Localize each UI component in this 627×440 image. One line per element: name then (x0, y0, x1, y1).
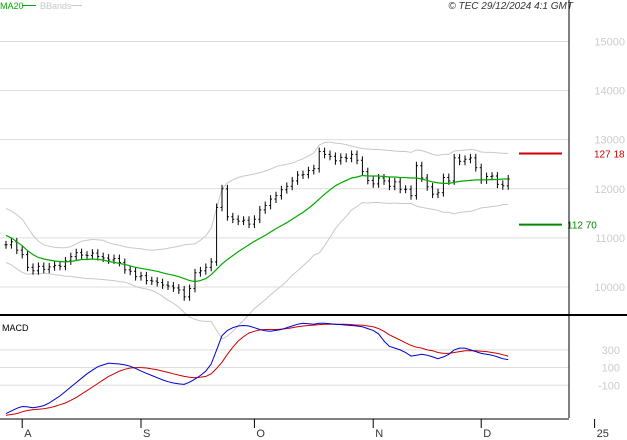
y-tick-label: 12000 (594, 184, 625, 196)
resistance-level-label: 127 18 (594, 150, 625, 161)
macd-lines (5, 322, 509, 416)
macd-label: MACD (2, 323, 29, 333)
legend-ma20: MA20 (0, 1, 24, 11)
x-tick-label: N (375, 428, 383, 440)
ma20-line-group (5, 174, 509, 283)
x-axis-ticks: A S O N D 25 (21, 419, 609, 440)
x-tick-label: O (256, 428, 265, 440)
x-tick-label: D (483, 428, 491, 440)
y-tick-label: 14000 (594, 86, 625, 98)
legend-bbands: BBands (40, 1, 72, 11)
y-tick-label: 10000 (594, 282, 625, 294)
y-tick-label: 13000 (594, 135, 625, 147)
x-tick-label: A (24, 428, 32, 440)
macd-y-tick-label: 100 (602, 363, 620, 375)
ma20-line (5, 174, 509, 283)
x-tick-label: S (143, 428, 150, 440)
support-level-label: 112 70 (567, 221, 597, 232)
copyright-text: © TEC 29/12/2024 4:1 GMT (448, 1, 574, 12)
macd-signal-line (5, 323, 509, 416)
bband-lower-line (5, 201, 509, 340)
legend: MA20 BBands (0, 1, 82, 11)
bollinger-bands (5, 141, 509, 340)
main-grid (0, 40, 569, 288)
price-levels: 127 18 112 70 (519, 150, 625, 232)
macd-line (5, 322, 509, 415)
x-tick-label: 25 (597, 428, 609, 440)
axes (0, 0, 627, 420)
bband-upper-line (5, 141, 509, 251)
macd-y-tick-label: -100 (598, 380, 620, 392)
y-axis-ticks: 10000 11000 12000 13000 14000 15000 (594, 36, 625, 294)
y-tick-label: 11000 (595, 233, 625, 245)
y-tick-label: 15000 (594, 36, 625, 48)
macd-y-axis-ticks: 300 100 -100 (598, 345, 620, 392)
macd-y-tick-label: 300 (602, 345, 620, 357)
